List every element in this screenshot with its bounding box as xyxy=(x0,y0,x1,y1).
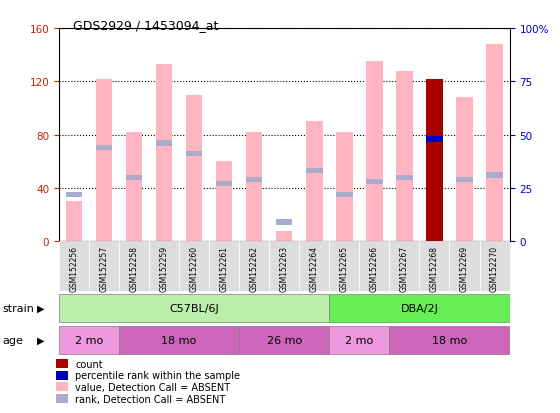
Bar xyxy=(179,242,209,291)
Bar xyxy=(306,122,323,242)
Bar xyxy=(456,98,473,242)
Text: GSM152269: GSM152269 xyxy=(460,246,469,292)
Bar xyxy=(479,242,510,291)
Bar xyxy=(299,242,329,291)
Bar xyxy=(119,327,239,354)
Bar xyxy=(125,175,142,180)
Bar xyxy=(306,169,323,174)
Text: GSM152262: GSM152262 xyxy=(250,246,259,292)
Text: 2 mo: 2 mo xyxy=(74,335,103,345)
Bar xyxy=(246,133,263,242)
Bar xyxy=(59,327,119,354)
Bar xyxy=(96,79,112,242)
Text: GSM152265: GSM152265 xyxy=(340,246,349,292)
Bar xyxy=(186,152,202,157)
Bar xyxy=(329,327,389,354)
Text: count: count xyxy=(75,359,102,369)
Bar xyxy=(276,231,292,242)
Text: 18 mo: 18 mo xyxy=(161,335,197,345)
Bar xyxy=(239,242,269,291)
Text: ▶: ▶ xyxy=(36,335,44,345)
Bar xyxy=(276,220,292,225)
Bar xyxy=(366,179,382,185)
Bar xyxy=(450,242,479,291)
Text: GSM152258: GSM152258 xyxy=(129,246,138,292)
Text: GSM152268: GSM152268 xyxy=(430,246,439,292)
Bar xyxy=(66,192,82,197)
Bar xyxy=(396,71,413,242)
Text: C57BL/6J: C57BL/6J xyxy=(169,303,219,313)
Bar xyxy=(426,137,443,142)
Bar xyxy=(389,327,510,354)
Bar xyxy=(396,175,413,180)
Text: percentile rank within the sample: percentile rank within the sample xyxy=(75,370,240,380)
Text: GSM152257: GSM152257 xyxy=(99,246,109,292)
Text: 18 mo: 18 mo xyxy=(432,335,467,345)
Bar xyxy=(125,133,142,242)
Text: GSM152256: GSM152256 xyxy=(69,246,78,292)
Bar xyxy=(156,141,172,147)
Bar xyxy=(96,145,112,151)
Text: GSM152263: GSM152263 xyxy=(279,246,289,292)
Bar xyxy=(186,95,202,242)
Text: GDS2929 / 1453094_at: GDS2929 / 1453094_at xyxy=(73,19,218,31)
Bar xyxy=(419,242,450,291)
Text: 2 mo: 2 mo xyxy=(345,335,374,345)
Bar xyxy=(389,242,419,291)
Bar xyxy=(119,242,149,291)
Bar xyxy=(366,62,382,242)
Bar xyxy=(246,177,263,183)
Text: GSM152267: GSM152267 xyxy=(400,246,409,292)
Bar xyxy=(209,242,239,291)
Bar xyxy=(336,133,353,242)
Bar xyxy=(149,242,179,291)
Bar xyxy=(329,294,510,322)
Bar xyxy=(336,192,353,197)
Text: age: age xyxy=(3,335,24,345)
Text: GSM152259: GSM152259 xyxy=(160,246,169,292)
Bar xyxy=(89,242,119,291)
Bar xyxy=(486,45,503,242)
Bar xyxy=(426,79,443,242)
Text: GSM152261: GSM152261 xyxy=(220,246,228,292)
Bar xyxy=(216,162,232,242)
Bar xyxy=(59,294,329,322)
Bar xyxy=(156,65,172,242)
Bar xyxy=(269,242,299,291)
Bar xyxy=(59,242,89,291)
Text: rank, Detection Call = ABSENT: rank, Detection Call = ABSENT xyxy=(75,394,225,404)
Bar xyxy=(486,173,503,178)
Text: GSM152260: GSM152260 xyxy=(189,246,199,292)
Text: value, Detection Call = ABSENT: value, Detection Call = ABSENT xyxy=(75,382,230,392)
Text: DBA/2J: DBA/2J xyxy=(400,303,438,313)
Bar xyxy=(360,242,389,291)
Text: GSM152266: GSM152266 xyxy=(370,246,379,292)
Bar xyxy=(456,177,473,183)
Text: GSM152264: GSM152264 xyxy=(310,246,319,292)
Bar xyxy=(66,202,82,242)
Text: GSM152270: GSM152270 xyxy=(490,246,499,292)
Bar xyxy=(239,327,329,354)
Text: 26 mo: 26 mo xyxy=(267,335,302,345)
Text: ▶: ▶ xyxy=(36,303,44,313)
Text: strain: strain xyxy=(3,303,35,313)
Bar xyxy=(329,242,360,291)
Bar xyxy=(216,182,232,187)
